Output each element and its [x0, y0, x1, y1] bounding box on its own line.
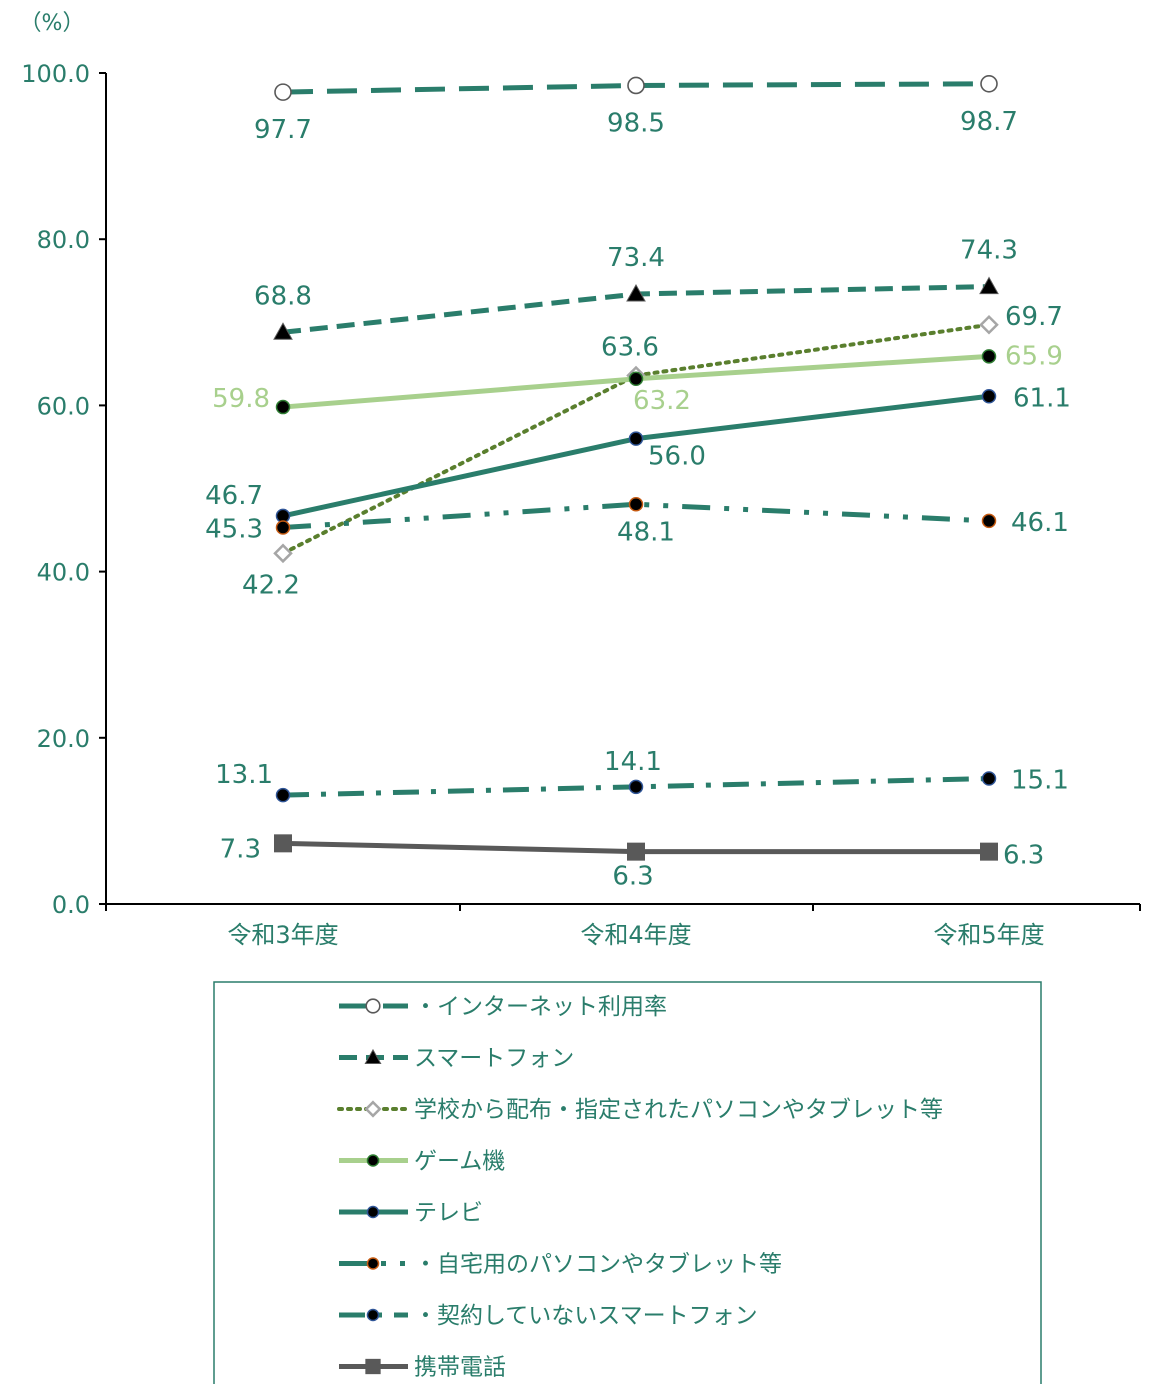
marker-point	[275, 787, 291, 803]
legend-label: ゲーム機	[414, 1149, 505, 1175]
marker-point	[365, 998, 381, 1014]
marker-point	[274, 83, 292, 101]
legend-item-4: テレビ	[339, 1200, 483, 1226]
y-tick-label: 60.0	[37, 392, 90, 420]
marker-point	[628, 431, 644, 446]
marker-point	[364, 1048, 382, 1064]
legend-label: テレビ	[414, 1200, 483, 1226]
marker-point	[627, 76, 645, 95]
marker-point	[627, 842, 645, 861]
marker-point	[273, 543, 293, 564]
y-tick-label: 0.0	[52, 891, 90, 919]
data-label: 73.4	[607, 243, 665, 273]
x-tick-label: 令和3年度	[227, 921, 338, 949]
marker-point	[366, 1205, 380, 1219]
marker-point	[366, 1308, 380, 1322]
marker-point	[628, 779, 644, 795]
legend-box	[213, 981, 1042, 1384]
data-label: 98.7	[960, 107, 1018, 137]
legend: ・インターネット利用率スマートフォン学校から配布・指定されたパソコンやタブレット…	[213, 981, 1042, 1384]
marker-point	[980, 75, 998, 93]
legend-item-0: ・インターネット利用率	[339, 994, 667, 1020]
axes: 0.0 20.0 40.0 60.0 80.0 100.0 令和3年度 令和4年度 令和5年度	[21, 60, 1141, 949]
data-label: 98.5	[607, 108, 665, 138]
data-label: 6.3	[612, 862, 653, 892]
data-label: 63.6	[601, 332, 659, 362]
legend-label: 携帯電話	[414, 1355, 506, 1381]
legend-label: 学校から配布・指定されたパソコンやタブレット等	[414, 1097, 943, 1123]
data-labels: 97.7 98.5 98.7 68.8 73.4 74.3 42.2 63.6 69.7 59.8…	[205, 107, 1071, 892]
legend-item-6: ・契約していないスマートフォン	[339, 1303, 758, 1329]
legend-item-2: 学校から配布・指定されたパソコンやタブレット等	[337, 1097, 943, 1123]
data-label: 42.2	[242, 570, 300, 600]
legend-label: ・自宅用のパソコンやタブレット等	[414, 1252, 782, 1278]
marker-point	[366, 1257, 380, 1270]
marker-point	[979, 315, 999, 335]
data-label: 7.3	[220, 834, 261, 864]
marker-point	[628, 371, 644, 387]
marker-point	[981, 349, 997, 364]
series-5	[275, 497, 997, 535]
series-6	[275, 771, 997, 803]
x-tick-label: 令和5年度	[933, 921, 1044, 949]
marker-point	[273, 322, 293, 340]
data-label: 48.1	[617, 517, 675, 547]
data-label: 6.3	[1003, 841, 1044, 871]
data-label: 46.1	[1011, 508, 1069, 538]
legend-label: ・インターネット利用率	[414, 994, 667, 1020]
marker-point	[274, 834, 292, 853]
unit-label: （%）	[20, 11, 85, 36]
y-tick-label: 100.0	[21, 60, 90, 88]
data-label: 97.7	[254, 115, 312, 145]
data-label: 13.1	[215, 760, 273, 790]
legend-item-5: ・自宅用のパソコンやタブレット等	[339, 1252, 782, 1278]
legend-item-7: 携帯電話	[339, 1355, 506, 1381]
data-label: 68.8	[254, 281, 312, 311]
marker-point	[364, 1100, 382, 1118]
series-7	[274, 834, 998, 861]
data-label: 56.0	[648, 442, 706, 472]
marker-point	[275, 520, 291, 535]
data-label: 69.7	[1005, 302, 1063, 332]
marker-point	[628, 497, 644, 512]
data-label: 59.8	[212, 384, 270, 414]
marker-point	[980, 842, 998, 861]
x-tick-label: 令和4年度	[580, 921, 691, 949]
data-label: 65.9	[1005, 341, 1063, 371]
y-tick-label: 20.0	[37, 725, 90, 753]
marker-point	[365, 1358, 381, 1375]
marker-point	[981, 513, 997, 529]
series-3	[275, 349, 997, 415]
legend-label: ・契約していないスマートフォン	[414, 1303, 758, 1329]
data-label: 63.2	[633, 386, 691, 416]
data-label: 61.1	[1013, 383, 1071, 413]
series-1	[273, 276, 999, 340]
series-layer	[273, 75, 999, 861]
data-label: 46.7	[205, 481, 263, 511]
marker-point	[626, 284, 646, 302]
data-label: 15.1	[1011, 766, 1069, 796]
data-label: 14.1	[604, 747, 662, 777]
marker-point	[275, 399, 291, 415]
marker-point	[979, 276, 999, 295]
marker-point	[981, 771, 997, 786]
legend-item-1: スマートフォン	[339, 1046, 574, 1072]
marker-point	[981, 389, 997, 404]
series-4	[275, 389, 997, 524]
data-label: 45.3	[205, 515, 263, 545]
y-tick-label: 40.0	[37, 559, 90, 587]
series-0	[274, 75, 998, 101]
legend-item-3: ゲーム機	[339, 1149, 505, 1175]
y-tick-label: 80.0	[37, 226, 90, 254]
marker-point	[366, 1154, 380, 1167]
data-label: 74.3	[960, 236, 1018, 266]
legend-label: スマートフォン	[414, 1046, 574, 1072]
